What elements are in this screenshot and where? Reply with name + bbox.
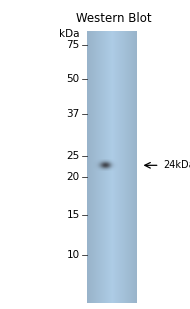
Text: 15: 15 [66, 210, 80, 220]
Text: 50: 50 [67, 74, 80, 84]
Text: Western Blot: Western Blot [76, 12, 152, 25]
Text: 75: 75 [66, 40, 80, 50]
Text: 24kDa: 24kDa [163, 160, 190, 170]
Text: 37: 37 [66, 109, 80, 119]
Text: kDa: kDa [59, 29, 80, 39]
Text: 25: 25 [66, 151, 80, 161]
Text: 20: 20 [67, 172, 80, 182]
Text: 10: 10 [67, 250, 80, 260]
